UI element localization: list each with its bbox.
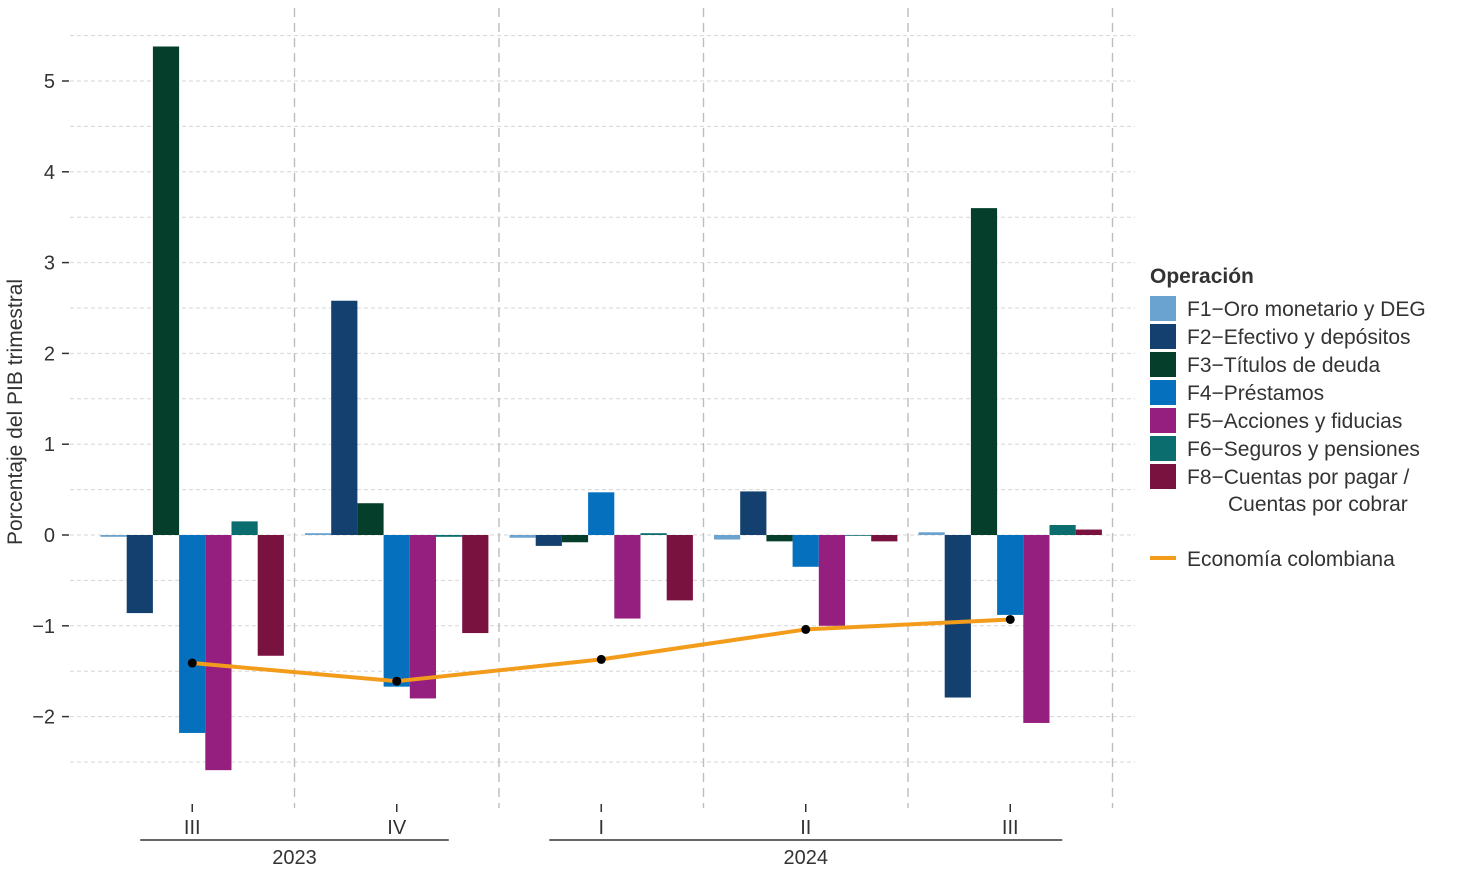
bar: [918, 532, 945, 535]
bar: [535, 535, 562, 546]
bar: [152, 46, 180, 535]
line-point: [1005, 614, 1015, 624]
legend-swatch: [1150, 464, 1176, 489]
legend: Operación F1−Oro monetario y DEG F2−Efect…: [1150, 265, 1426, 571]
legend-label: F6−Seguros y pensiones: [1187, 438, 1420, 461]
bar: [126, 535, 153, 614]
legend-title: Operación: [1150, 265, 1254, 288]
bar: [436, 535, 463, 537]
bar: [714, 535, 741, 540]
legend-swatch: [1150, 436, 1176, 461]
legend-label: F5−Acciones y fiducias: [1187, 410, 1402, 433]
legend-label: F4−Préstamos: [1187, 382, 1324, 405]
bar: [305, 533, 332, 535]
y-axis-title: Porcentaje del PIB trimestral: [4, 279, 27, 545]
bar: [383, 535, 410, 687]
x-tick-label: I: [598, 817, 604, 839]
bar: [561, 535, 589, 543]
x-tick-label: III: [1002, 817, 1019, 839]
bar: [614, 535, 641, 619]
legend-swatch: [1150, 380, 1176, 405]
bar: [666, 535, 693, 601]
bar: [1023, 535, 1050, 723]
bar: [818, 535, 845, 626]
y-tick-label: 0: [44, 525, 55, 547]
bar: [257, 535, 284, 656]
x-tick-label: III: [184, 817, 201, 839]
legend-label: Economía colombiana: [1187, 548, 1395, 571]
bar: [231, 521, 258, 535]
bars: [100, 46, 1102, 771]
bar: [944, 535, 971, 698]
x-tick-label: II: [800, 817, 811, 839]
y-tick-label: −2: [32, 707, 55, 729]
line-economia-colombiana: [192, 617, 1011, 684]
bar: [509, 535, 536, 538]
legend-label: Cuentas por cobrar: [1228, 493, 1408, 516]
legend-label: F3−Títulos de deuda: [1187, 354, 1381, 377]
legend-swatch: [1150, 296, 1176, 321]
year-label: 2023: [272, 847, 317, 869]
bar: [205, 535, 232, 771]
y-tick-label: 4: [44, 162, 55, 184]
legend-swatch: [1150, 324, 1176, 349]
bar: [100, 535, 127, 537]
y-tick-label: 5: [44, 71, 55, 93]
bar: [970, 208, 998, 535]
line-point: [392, 676, 402, 686]
bar: [1075, 529, 1102, 535]
bar: [740, 491, 767, 535]
bar: [1049, 525, 1076, 535]
bar: [997, 535, 1024, 615]
bar: [845, 535, 872, 536]
legend-swatch: [1150, 352, 1176, 377]
line-series: [187, 614, 1015, 686]
grid: [70, 35, 1135, 763]
y-tick-label: 3: [44, 253, 55, 275]
panel-separators: [293, 8, 1114, 808]
legend-swatch: [1150, 408, 1176, 433]
bar: [179, 535, 206, 733]
bar: [462, 535, 489, 634]
bar: [331, 300, 358, 535]
y-tick-label: 1: [44, 434, 55, 456]
line-point: [801, 624, 811, 634]
line-point: [187, 658, 197, 668]
bar: [588, 492, 615, 535]
y-tick-label: −1: [32, 616, 55, 638]
bar: [871, 535, 898, 542]
legend-label: F2−Efectivo y depósitos: [1187, 326, 1411, 349]
y-axis: −2 −1 0 1 2 3 4 5: [32, 71, 69, 729]
y-tick-label: 2: [44, 343, 55, 365]
bar: [766, 535, 793, 542]
bar: [792, 535, 819, 567]
bar: [357, 503, 384, 535]
legend-label: F1−Oro monetario y DEG: [1187, 298, 1426, 321]
bar: [640, 533, 667, 535]
line-point: [596, 654, 606, 664]
bar: [409, 535, 436, 699]
year-label: 2024: [784, 847, 829, 869]
legend-label: F8−Cuentas por pagar /: [1187, 466, 1410, 489]
x-tick-label: IV: [387, 817, 407, 839]
